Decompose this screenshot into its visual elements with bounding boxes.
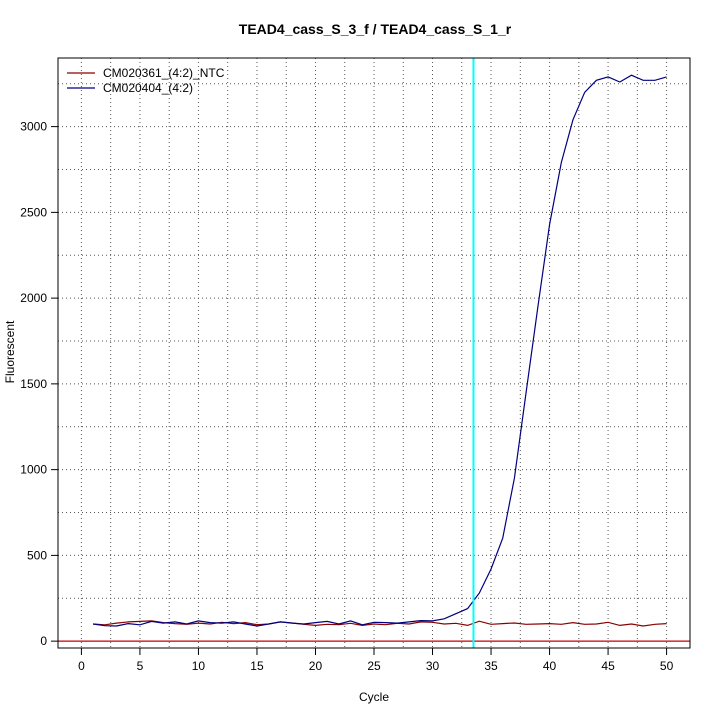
y-tick-label: 1000 bbox=[20, 463, 47, 477]
series-line-2 bbox=[93, 74, 667, 627]
x-axis-label: Cycle bbox=[359, 690, 389, 704]
x-tick-label: 45 bbox=[601, 659, 615, 673]
y-tick-label: 500 bbox=[27, 548, 47, 562]
x-tick-label: 40 bbox=[543, 659, 557, 673]
grid-lines bbox=[58, 58, 690, 648]
x-tick-label: 20 bbox=[309, 659, 323, 673]
y-axis: 0 500 1000 1500 2000 2500 3000 bbox=[20, 120, 58, 648]
x-axis: 0 5 10 15 20 25 30 35 40 45 50 bbox=[78, 648, 674, 673]
x-tick-label: 50 bbox=[660, 659, 674, 673]
chart-title: TEAD4_cass_S_3_f / TEAD4_cass_S_1_r bbox=[239, 21, 512, 37]
reference-lines bbox=[58, 58, 690, 648]
x-tick-label: 0 bbox=[78, 659, 85, 673]
y-tick-label: 3000 bbox=[20, 120, 47, 134]
x-tick-label: 5 bbox=[137, 659, 144, 673]
y-tick-label: 0 bbox=[40, 634, 47, 648]
x-tick-label: 35 bbox=[484, 659, 498, 673]
y-axis-label: Fluorescent bbox=[3, 320, 17, 383]
x-tick-label: 25 bbox=[367, 659, 381, 673]
x-tick-label: 30 bbox=[426, 659, 440, 673]
x-tick-label: 10 bbox=[192, 659, 206, 673]
y-tick-label: 1500 bbox=[20, 377, 47, 391]
series-layer bbox=[93, 74, 667, 627]
y-tick-label: 2000 bbox=[20, 291, 47, 305]
legend-label-2: CM020404_(4:2) bbox=[103, 81, 193, 95]
x-tick-label: 15 bbox=[250, 659, 264, 673]
legend-label-1: CM020361_(4:2)_NTC bbox=[103, 66, 225, 80]
y-tick-label: 2500 bbox=[20, 205, 47, 219]
